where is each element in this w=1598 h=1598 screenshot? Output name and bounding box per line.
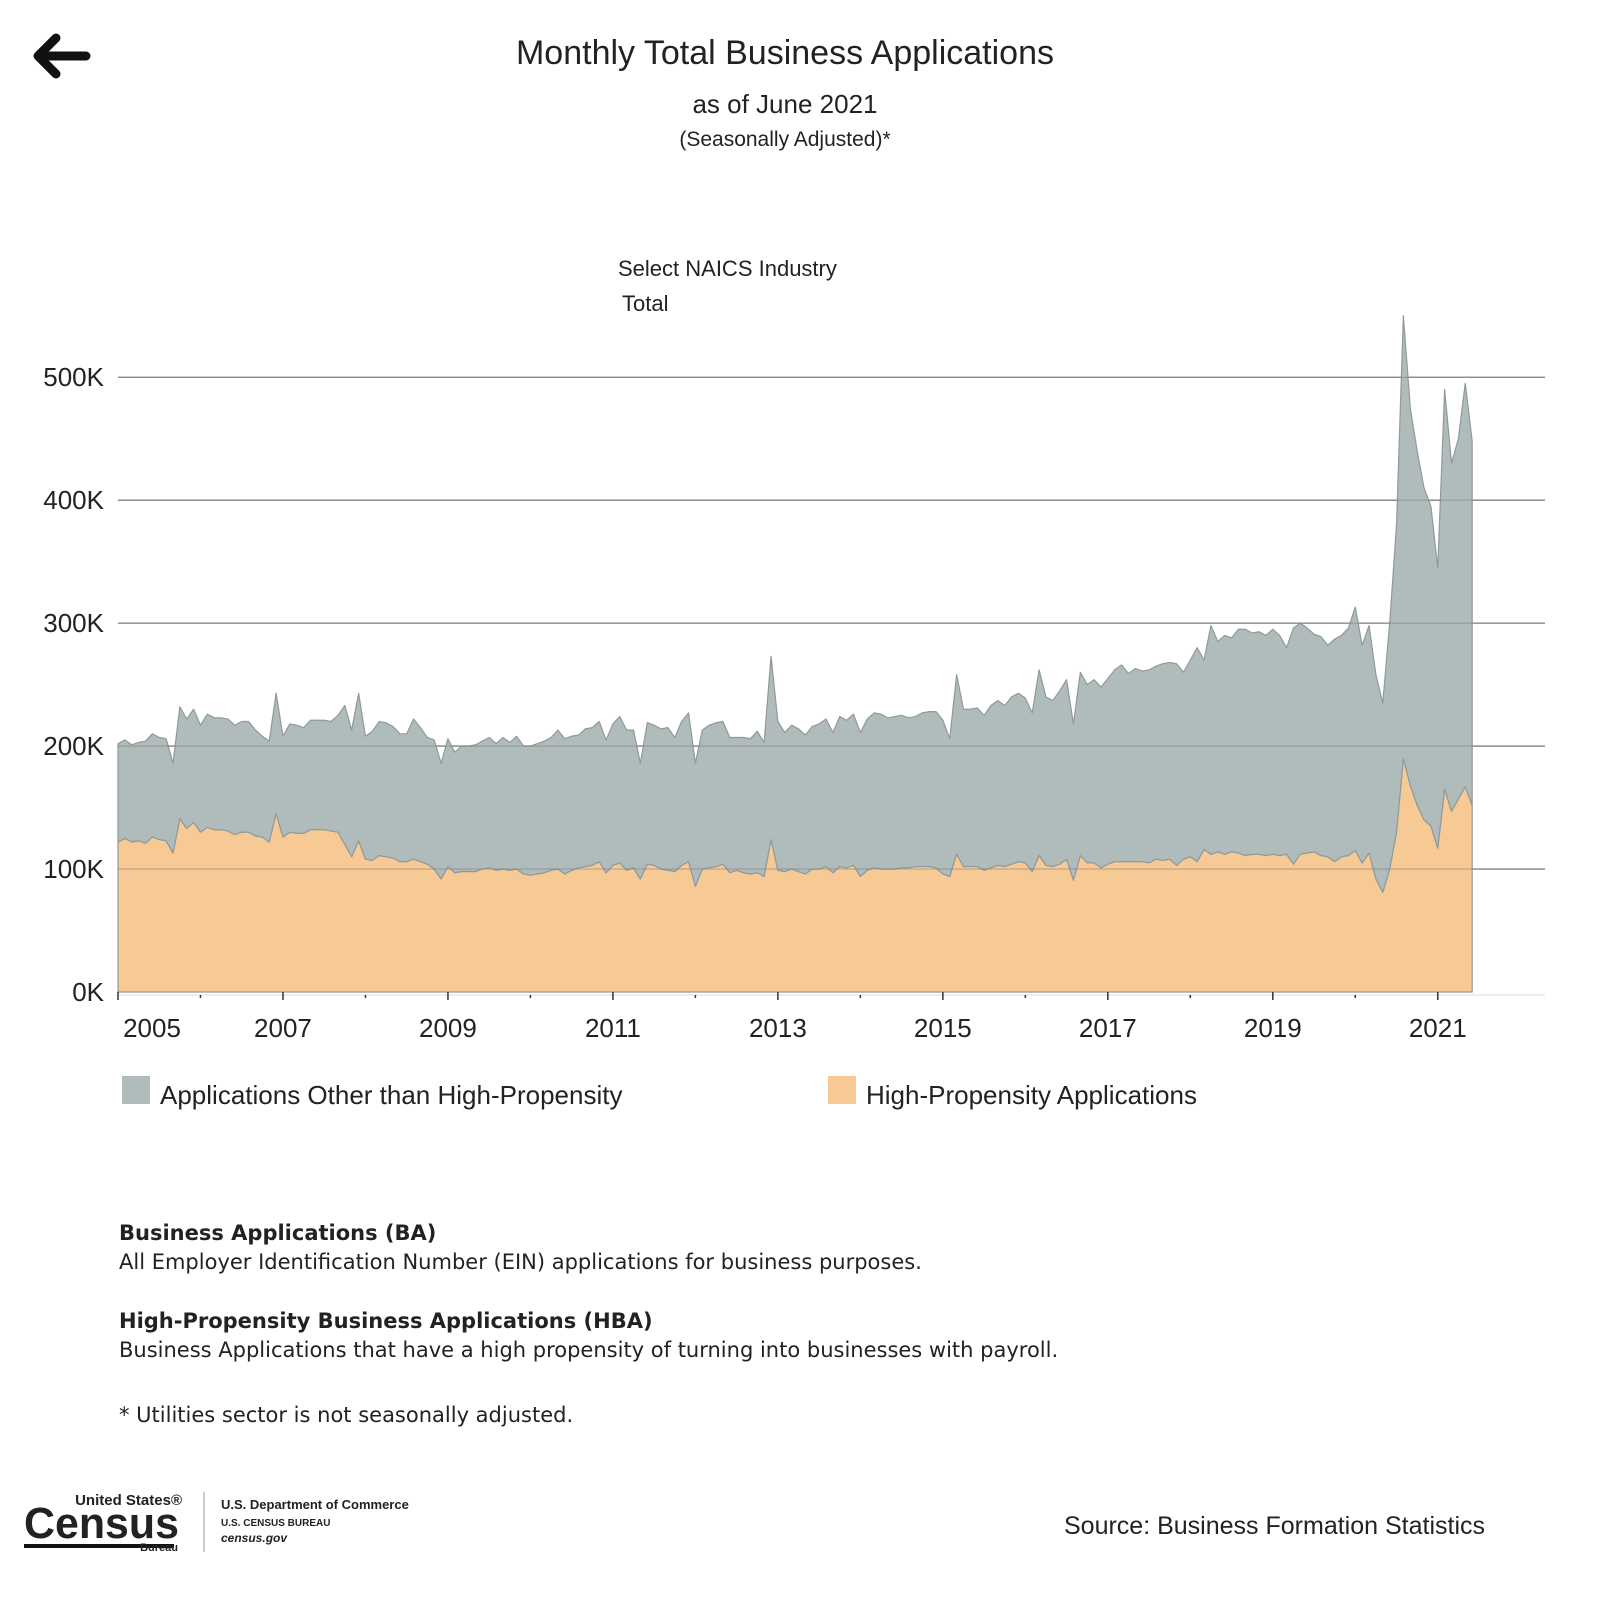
plot: 0K 100K 200K 300K 400K 500K 2005 2007 2009 2011 20… — [43, 315, 1545, 1043]
note-text: All Employer Identification Number (EIN)… — [119, 1250, 922, 1274]
back-button[interactable] — [33, 33, 91, 79]
filter-label: Select NAICS Industry — [618, 256, 837, 281]
y-tick-label: 400K — [43, 485, 104, 515]
y-tick-label: 300K — [43, 608, 104, 638]
x-tick-label: 2007 — [254, 1013, 312, 1043]
x-tick-label: 2019 — [1244, 1013, 1302, 1043]
back-arrow[interactable] — [33, 33, 91, 79]
legend-label: Applications Other than High-Propensity — [160, 1080, 622, 1110]
note-heading: High-Propensity Business Applications (H… — [119, 1309, 653, 1333]
legend-label: High-Propensity Applications — [866, 1080, 1197, 1110]
logo-dept: U.S. Department of Commerce — [221, 1497, 409, 1512]
y-tick-label: 500K — [43, 362, 104, 392]
legend-swatch — [122, 1076, 150, 1104]
x-tick-label: 2005 — [123, 1013, 181, 1043]
logo-site[interactable]: census.gov — [221, 1531, 288, 1545]
logo-main: Census — [24, 1499, 179, 1548]
subtitle: as of June 2021 — [692, 89, 877, 119]
title: Monthly Total Business Applications — [516, 34, 1054, 72]
logo-bureau: U.S. CENSUS BUREAU — [221, 1518, 330, 1529]
legend-swatch — [828, 1076, 856, 1104]
x-tick-label: 2017 — [1079, 1013, 1137, 1043]
census-logo: United States® Census Bureau U.S. Depart… — [24, 1492, 409, 1554]
y-tick-label: 200K — [43, 731, 104, 761]
x-tick-label: 2021 — [1409, 1013, 1467, 1043]
note-text: Business Applications that have a high p… — [119, 1338, 1058, 1362]
logo-bar — [24, 1544, 174, 1548]
x-tick-label: 2013 — [749, 1013, 807, 1043]
filter-value[interactable]: Total — [622, 291, 668, 316]
x-tick-label: 2011 — [585, 1013, 641, 1043]
note-heading: Business Applications (BA) — [119, 1221, 436, 1245]
logo-bottom: Bureau — [140, 1542, 178, 1554]
logo-top: United States® — [75, 1492, 182, 1509]
x-tick-label: 2009 — [419, 1013, 477, 1043]
source: Source: Business Formation Statistics — [1064, 1512, 1485, 1540]
footnote: * Utilities sector is not seasonally adj… — [119, 1403, 573, 1427]
area — [117, 315, 1473, 894]
x-tick-label: 2015 — [914, 1013, 972, 1043]
y-tick-label: 100K — [43, 854, 104, 884]
subtitle-note: (Seasonally Adjusted)* — [679, 128, 890, 151]
y-tick-label: 0K — [72, 977, 104, 1007]
